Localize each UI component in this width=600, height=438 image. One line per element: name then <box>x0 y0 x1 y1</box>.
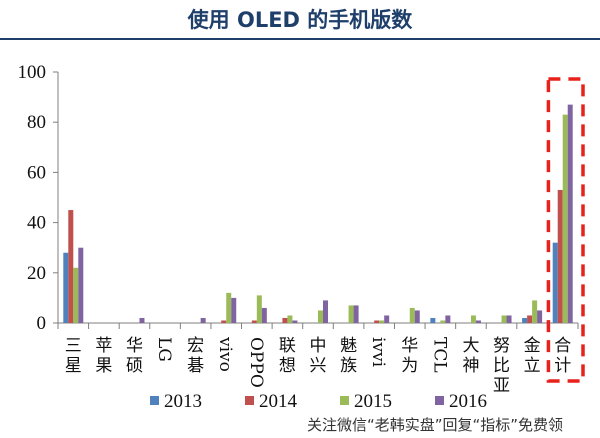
bar <box>527 315 533 323</box>
x-tick-label: 努比亚 <box>493 336 510 396</box>
y-tick-label: 40 <box>27 213 46 234</box>
bar <box>506 315 512 323</box>
bar <box>221 320 227 323</box>
bar <box>282 317 288 323</box>
bar <box>261 307 267 323</box>
bar <box>353 305 359 323</box>
bar <box>139 317 145 323</box>
bar <box>226 292 232 323</box>
bar <box>440 320 446 323</box>
bar <box>231 297 237 323</box>
bar <box>256 295 262 323</box>
y-tick-label: 0 <box>37 313 47 334</box>
bar <box>557 189 563 323</box>
x-tick-label: 苹果 <box>95 336 112 376</box>
bar <box>68 210 74 323</box>
chart-title: 使用 OLED 的手机版数 <box>187 8 413 32</box>
bar <box>379 320 385 323</box>
bar <box>374 320 380 323</box>
bar <box>532 300 538 323</box>
bar <box>384 315 390 323</box>
bar <box>78 247 84 323</box>
bar <box>567 104 573 323</box>
x-tick-label: vivo <box>215 336 235 372</box>
legend-swatch <box>150 396 159 405</box>
x-tick-label: OPPO <box>246 337 266 388</box>
y-tick-labels: 0 20 40 60 80 100 <box>18 62 47 334</box>
bar <box>63 252 69 323</box>
bar <box>73 267 79 323</box>
bar <box>200 317 206 323</box>
x-tick-label: 大神 <box>462 336 479 376</box>
bar <box>470 315 476 323</box>
x-tick-label: 华硕 <box>126 336 143 376</box>
y-tick-label: 100 <box>18 62 47 83</box>
bar <box>348 305 354 323</box>
bar <box>409 307 415 323</box>
legend: 2013 2014 2015 2016 <box>150 391 487 412</box>
bar <box>414 310 420 323</box>
y-tick-label: 60 <box>27 162 46 183</box>
title-divider <box>0 38 600 40</box>
bar <box>537 310 543 323</box>
x-tick-label: 华为 <box>401 336 418 376</box>
legend-swatch <box>340 396 349 405</box>
bar <box>475 320 481 323</box>
legend-label: 2016 <box>449 391 487 412</box>
legend-swatch <box>245 396 254 405</box>
legend-label: 2014 <box>259 391 298 412</box>
axes <box>53 71 579 329</box>
legend-label: 2013 <box>164 391 202 412</box>
bar <box>323 300 328 323</box>
watermark: 关注微信“老韩实盘”回复“指标”免费领 <box>270 412 600 438</box>
highlight-dashed-box <box>546 77 585 383</box>
bar <box>552 242 558 323</box>
y-tick-label: 80 <box>27 112 46 133</box>
x-tick-label: TCL <box>429 337 449 373</box>
bar <box>445 315 451 323</box>
bar <box>501 315 507 323</box>
bar <box>430 317 436 323</box>
bar <box>251 320 257 323</box>
y-tick-label: 20 <box>27 263 46 284</box>
highlight-box <box>546 77 585 383</box>
legend-swatch <box>435 396 444 405</box>
bar <box>562 114 568 323</box>
x-tick-label: 联想 <box>279 336 296 376</box>
legend-label: 2015 <box>354 391 392 412</box>
x-tick-label: 中兴 <box>310 336 327 376</box>
x-tick-label: LG <box>154 337 174 362</box>
x-tick-label: 宏碁 <box>187 336 204 376</box>
x-tick-label: ivvi <box>368 337 388 368</box>
bar <box>292 320 298 323</box>
x-tick-label: 魅族 <box>340 336 357 376</box>
bars <box>63 104 573 323</box>
bar <box>522 317 528 323</box>
bar <box>318 310 323 323</box>
bar <box>287 315 293 323</box>
x-tick-label: 三星 <box>65 336 82 376</box>
x-tick-label: 合计 <box>554 336 571 376</box>
x-tick-label: 金立 <box>524 336 541 376</box>
